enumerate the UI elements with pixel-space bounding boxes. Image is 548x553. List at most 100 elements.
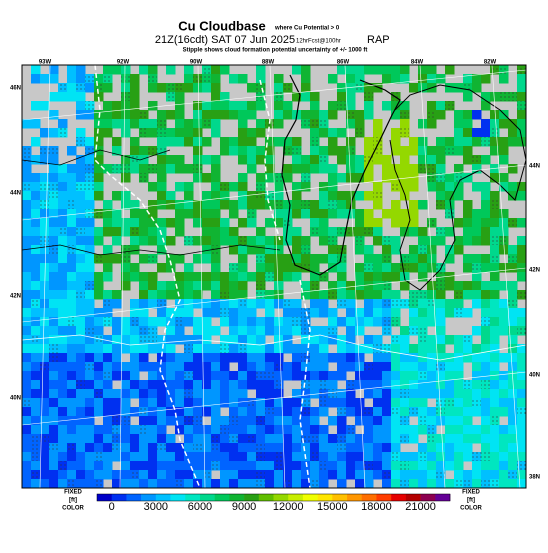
map-cell: [355, 443, 365, 453]
map-cell: [94, 74, 104, 84]
stipple: [463, 83, 472, 92]
map-cell: [364, 380, 374, 390]
map-cell: [121, 263, 131, 273]
map-cell: [31, 371, 41, 381]
map-cell: [103, 434, 113, 444]
map-cell: [463, 155, 473, 165]
map-cell: [400, 425, 410, 435]
map-cell: [382, 407, 392, 417]
map-cell: [355, 452, 365, 462]
map-cell: [175, 128, 185, 138]
map-cell: [346, 434, 356, 444]
map-cell: [184, 470, 194, 480]
map-cell: [445, 461, 455, 471]
map-cell: [85, 434, 95, 444]
map-cell: [184, 200, 194, 210]
map-cell: [274, 281, 284, 291]
map-cell: [211, 299, 221, 309]
map-cell: [373, 272, 383, 282]
map-cell: [301, 416, 311, 426]
map-cell: [400, 119, 410, 129]
map-cell: [148, 416, 158, 426]
map-cell: [112, 452, 122, 462]
map-cell: [175, 164, 185, 174]
map-cell: [202, 452, 212, 462]
map-cell: [220, 434, 230, 444]
map-cell: [265, 470, 275, 480]
map-cell: [58, 200, 68, 210]
map-cell: [22, 272, 32, 282]
map-cell: [211, 326, 221, 336]
map-cell: [202, 380, 212, 390]
map-cell: [454, 407, 464, 417]
map-cell: [274, 479, 284, 488]
map-cell: [517, 479, 526, 488]
map-cell: [49, 263, 59, 273]
stipple: [391, 452, 400, 461]
map-cell: [94, 110, 104, 120]
map-cell: [85, 452, 95, 462]
stipple: [31, 434, 40, 443]
map-cell: [328, 110, 338, 120]
map-cell: [130, 119, 140, 129]
map-cell: [472, 254, 482, 264]
stipple: [265, 272, 274, 281]
map-cell: [220, 137, 230, 147]
map-cell: [265, 155, 275, 165]
map-cell: [364, 65, 374, 75]
map-cell: [427, 308, 437, 318]
map-cell: [139, 362, 149, 372]
map-cell: [436, 389, 446, 399]
map-cell: [346, 344, 356, 354]
map-cell: [418, 254, 428, 264]
map-cell: [121, 443, 131, 453]
map-cell: [364, 389, 374, 399]
map-cell: [310, 101, 320, 111]
map-cell: [373, 308, 383, 318]
map-cell: [130, 335, 140, 345]
map-cell: [139, 470, 149, 480]
colorbar-note: [ft]: [69, 498, 77, 504]
map-cell: [337, 191, 347, 201]
map-cell: [49, 272, 59, 282]
map-cell: [499, 389, 509, 399]
stipple: [202, 65, 211, 74]
map-cell: [445, 173, 455, 183]
map-cell: [49, 434, 59, 444]
map-cell: [265, 290, 275, 300]
stipple: [148, 326, 157, 335]
map-cell: [31, 389, 41, 399]
map-cell: [283, 272, 293, 282]
map-cell: [382, 434, 392, 444]
map-cell: [364, 434, 374, 444]
map-cell: [517, 119, 526, 129]
map-cell: [112, 389, 122, 399]
map-cell: [67, 299, 77, 309]
map-cell: [229, 461, 239, 471]
stipple: [391, 407, 400, 416]
map-cell: [427, 155, 437, 165]
map-cell: [49, 461, 59, 471]
map-cell: [157, 434, 167, 444]
stipple: [517, 65, 526, 74]
map-cell: [238, 182, 248, 192]
map-cell: [346, 209, 356, 219]
map-cell: [103, 398, 113, 408]
map-cell: [265, 263, 275, 273]
map-cell: [463, 227, 473, 237]
stipple: [139, 110, 148, 119]
map-cell: [76, 443, 86, 453]
map-cell: [481, 281, 491, 291]
map-cell: [94, 407, 104, 417]
map-cell: [148, 182, 158, 192]
map-cell: [130, 326, 140, 336]
map-cell: [220, 470, 230, 480]
map-cell: [454, 452, 464, 462]
map-cell: [274, 443, 284, 453]
map-cell: [175, 362, 185, 372]
colorbar-segment: [420, 494, 436, 501]
map-cell: [490, 137, 500, 147]
map-cell: [328, 398, 338, 408]
stipple: [193, 443, 202, 452]
map-cell: [103, 83, 113, 93]
